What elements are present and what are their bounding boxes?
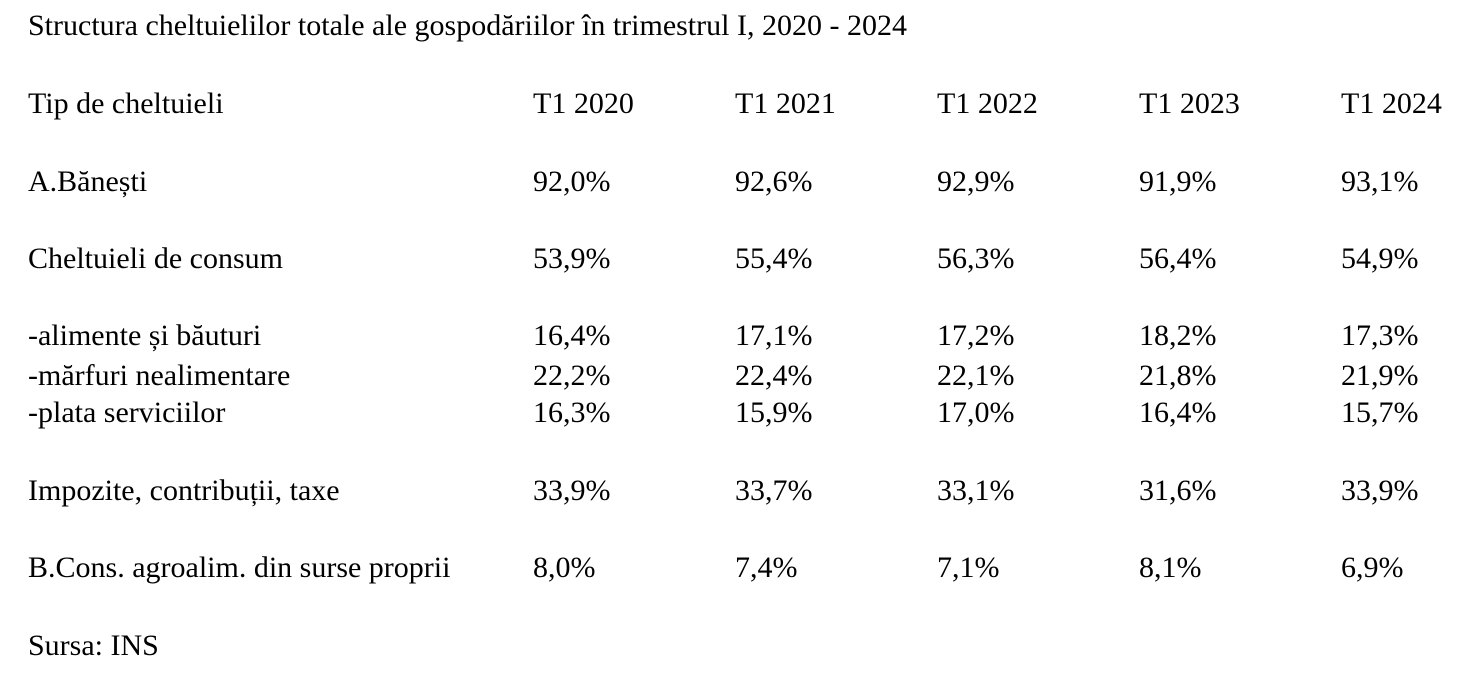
table-cell: 7,1% [937, 551, 1000, 584]
table-cell: 56,3% [937, 242, 1015, 275]
table-header-row: Tip de cheltuieli T1 2020 T1 2021 T1 202… [0, 86, 1468, 122]
table-cell: 92,9% [937, 165, 1015, 198]
table-cell: 93,1% [1341, 165, 1419, 198]
table-cell: 8,1% [1139, 551, 1202, 584]
header-cell-2023: T1 2023 [1139, 87, 1240, 120]
table-cell: 8,0% [533, 551, 596, 584]
table-cell: 16,3% [533, 396, 611, 429]
table-cell: 33,9% [1341, 474, 1419, 507]
page-title: Structura cheltuielilor totale ale gospo… [28, 9, 907, 42]
table-row: -mărfuri nealimentare 22,2% 22,4% 22,1% … [0, 358, 1468, 394]
table-cell: 7,4% [735, 551, 798, 584]
table-cell: 16,4% [1139, 396, 1217, 429]
table-row: Impozite, contribuții, taxe 33,9% 33,7% … [0, 473, 1468, 509]
table-row: B.Cons. agroalim. din surse proprii 8,0%… [0, 550, 1468, 586]
table-cell: 54,9% [1341, 242, 1419, 275]
table-cell: 33,1% [937, 474, 1015, 507]
table-row: -plata serviciilor 16,3% 15,9% 17,0% 16,… [0, 395, 1468, 431]
row-label: A.Bănești [28, 165, 148, 198]
table-cell: 18,2% [1139, 319, 1217, 352]
header-cell-type: Tip de cheltuieli [28, 87, 224, 120]
table-cell: 6,9% [1341, 551, 1404, 584]
table-cell: 17,0% [937, 396, 1015, 429]
table-row: Cheltuieli de consum 53,9% 55,4% 56,3% 5… [0, 241, 1468, 277]
source-note: Sursa: INS [28, 629, 159, 662]
row-label: -plata serviciilor [28, 396, 226, 429]
table-cell: 17,1% [735, 319, 813, 352]
table-cell: 15,7% [1341, 396, 1419, 429]
table-cell: 22,4% [735, 359, 813, 392]
row-label: Cheltuieli de consum [28, 242, 283, 275]
header-cell-2022: T1 2022 [937, 87, 1038, 120]
row-label: -alimente și băuturi [28, 319, 262, 352]
table-cell: 16,4% [533, 319, 611, 352]
table-cell: 92,0% [533, 165, 611, 198]
table-cell: 17,2% [937, 319, 1015, 352]
header-cell-2020: T1 2020 [533, 87, 634, 120]
table-cell: 17,3% [1341, 319, 1419, 352]
row-label: -mărfuri nealimentare [28, 359, 291, 392]
table-cell: 33,9% [533, 474, 611, 507]
table-cell: 22,1% [937, 359, 1015, 392]
table-cell: 21,8% [1139, 359, 1217, 392]
table-cell: 33,7% [735, 474, 813, 507]
table-cell: 15,9% [735, 396, 813, 429]
table-cell: 31,6% [1139, 474, 1217, 507]
table-cell: 22,2% [533, 359, 611, 392]
table-cell: 53,9% [533, 242, 611, 275]
header-cell-2024: T1 2024 [1341, 87, 1442, 120]
table-cell: 92,6% [735, 165, 813, 198]
table-cell: 56,4% [1139, 242, 1217, 275]
table-row: A.Bănești 92,0% 92,6% 92,9% 91,9% 93,1% [0, 164, 1468, 200]
row-label: B.Cons. agroalim. din surse proprii [28, 551, 451, 584]
header-cell-2021: T1 2021 [735, 87, 836, 120]
row-label: Impozite, contribuții, taxe [28, 474, 340, 507]
table-cell: 55,4% [735, 242, 813, 275]
table-cell: 91,9% [1139, 165, 1217, 198]
table-cell: 21,9% [1341, 359, 1419, 392]
table-row: -alimente și băuturi 16,4% 17,1% 17,2% 1… [0, 318, 1468, 354]
